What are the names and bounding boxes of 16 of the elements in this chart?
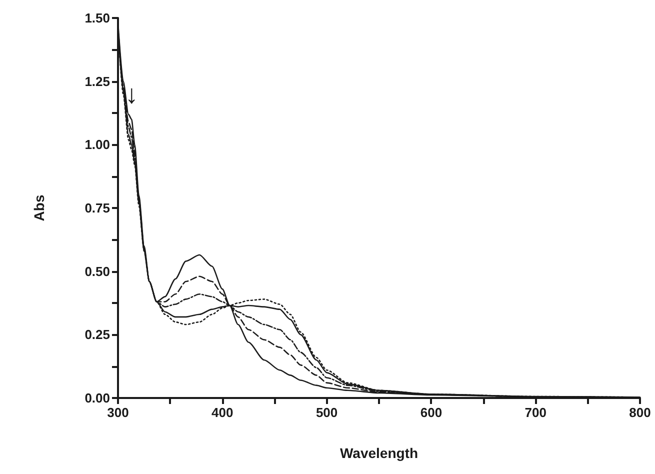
y-tick-label: 1.25 xyxy=(84,74,110,89)
x-tick-label: 800 xyxy=(629,405,651,420)
y-tick-label: 0.75 xyxy=(84,200,110,216)
x-tick-label: 400 xyxy=(212,405,234,420)
x-tick-label: 500 xyxy=(316,405,338,420)
x-tick-label: 700 xyxy=(524,405,546,420)
y-axis-title: Abs xyxy=(31,194,47,222)
x-axis-title: Wavelength xyxy=(340,445,418,461)
x-tick-label: 300 xyxy=(107,405,129,420)
annotation: ↓ xyxy=(124,79,140,110)
y-tick-label: 0.25 xyxy=(84,327,110,342)
y-tick-label: 1.00 xyxy=(84,137,110,152)
y-tick-label: 0.00 xyxy=(84,390,110,406)
y-tick-label: 0.50 xyxy=(84,264,110,279)
y-tick-label: 1.50 xyxy=(84,10,110,26)
x-tick-label: 600 xyxy=(420,405,442,420)
